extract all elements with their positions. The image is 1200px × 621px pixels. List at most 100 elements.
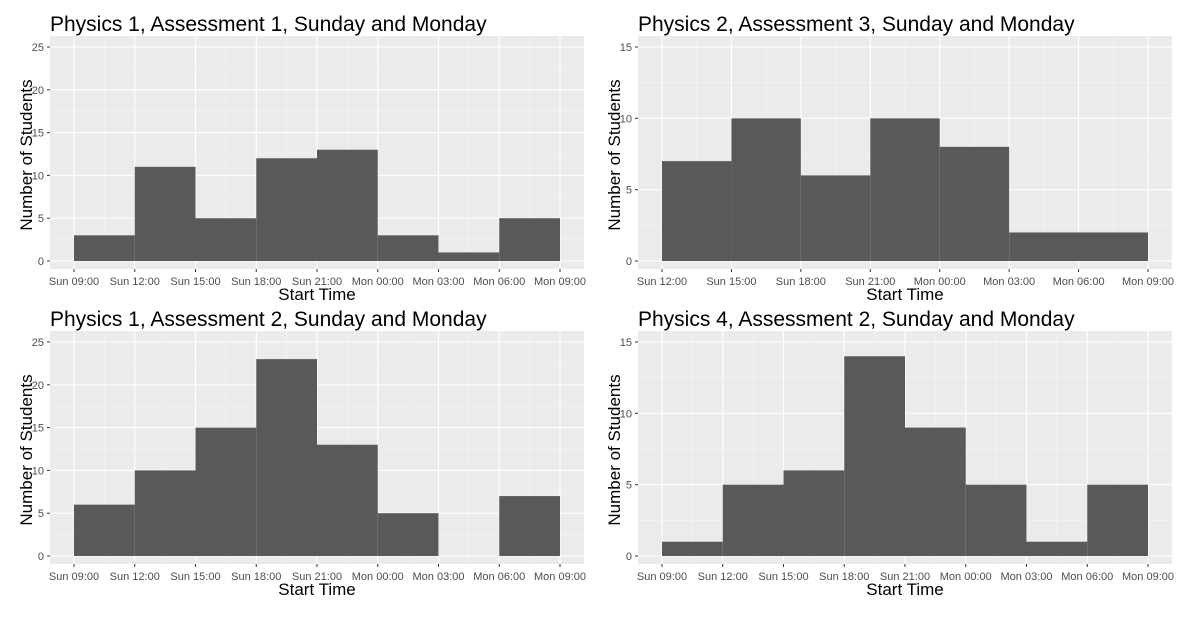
histogram-bar — [1009, 232, 1148, 261]
histogram-chart-2: 0 5 10 15 Sun 12:00 Sun 15:00 Sun 18:00 Sun 21:… — [605, 13, 1174, 304]
x-tick-label: Sun 12:00 — [637, 276, 687, 288]
histogram-bar — [965, 484, 1027, 556]
histogram-chart-1: 0 5 10 15 20 25 Sun 09:00 Sun 12:00 Sun 15:00 Sun… — [17, 13, 586, 304]
y-axis-title: Number of Students — [605, 374, 624, 525]
x-tick-label: Mon 06:00 — [473, 276, 525, 288]
x-tick-label: Sun 09:00 — [49, 276, 99, 288]
histogram-bar — [731, 118, 801, 261]
x-tick-label: Sun 21:00 — [880, 571, 930, 583]
histogram-bar — [134, 166, 196, 261]
y-tick-label: 10 — [32, 170, 44, 182]
histogram-bar — [195, 218, 257, 261]
histogram-bar — [905, 427, 966, 556]
histogram-bar — [317, 444, 378, 556]
x-tick-label: Sun 15:00 — [758, 571, 808, 583]
x-tick-label: Mon 09:00 — [534, 571, 586, 583]
histogram-chart-4: 0 5 10 15 Sun 09:00 Sun 12:00 Sun 15:00 Sun 18:… — [605, 308, 1174, 599]
y-tick-label: 5 — [626, 185, 632, 197]
histogram-bar — [870, 118, 940, 261]
histogram-bar — [722, 484, 784, 556]
x-tick-label: Sun 12:00 — [110, 276, 160, 288]
y-axis-title: Number of Students — [17, 374, 36, 525]
y-axis-title: Number of Students — [17, 79, 36, 230]
y-tick-label: 5 — [38, 213, 44, 225]
x-tick-label: Sun 21:00 — [292, 276, 342, 288]
histogram-bar — [499, 496, 560, 556]
histogram-bar — [800, 175, 871, 261]
y-tick-label: 20 — [32, 85, 44, 97]
histogram-bar — [844, 356, 905, 556]
x-tick-label: Sun 09:00 — [49, 571, 99, 583]
chart-title: Physics 4, Assessment 2, Sunday and Mond… — [638, 308, 1075, 331]
y-tick-label: 0 — [626, 256, 632, 268]
histogram-bar — [195, 427, 257, 556]
chart-title: Physics 2, Assessment 3, Sunday and Mond… — [638, 13, 1075, 36]
y-tick-label: 15 — [32, 423, 44, 435]
histogram-bar — [783, 470, 845, 556]
x-tick-label: Mon 09:00 — [1122, 276, 1174, 288]
plot-area: 0 5 10 15 20 25 Sun 09:00 Sun 12:00 Sun 15:00 Sun… — [32, 36, 586, 288]
y-tick-label: 15 — [620, 337, 632, 349]
y-tick-label: 20 — [32, 380, 44, 392]
x-tick-label: Sun 21:00 — [292, 571, 342, 583]
x-tick-label: Sun 21:00 — [845, 276, 895, 288]
x-axis-title: Start Time — [866, 580, 943, 599]
x-tick-label: Mon 03:00 — [1001, 571, 1053, 583]
histogram-bar — [662, 161, 732, 261]
histogram-bar — [377, 235, 439, 261]
histogram-bar — [74, 504, 135, 556]
x-tick-label: Sun 15:00 — [706, 276, 756, 288]
y-tick-label: 15 — [32, 128, 44, 140]
x-tick-label: Mon 00:00 — [352, 571, 404, 583]
histogram-bar — [256, 158, 317, 261]
histogram-bar — [1026, 541, 1088, 556]
chart-title: Physics 1, Assessment 2, Sunday and Mond… — [50, 308, 487, 331]
y-tick-label: 25 — [32, 42, 44, 54]
plot-area: 0 5 10 15 Sun 09:00 Sun 12:00 Sun 15:00 Sun 18:… — [620, 331, 1174, 583]
histogram-bar — [662, 541, 723, 556]
y-axis-title: Number of Students — [605, 79, 624, 230]
x-tick-label: Mon 06:00 — [1053, 276, 1105, 288]
x-tick-label: Sun 15:00 — [170, 276, 220, 288]
y-tick-label: 15 — [620, 42, 632, 54]
x-tick-label: Mon 06:00 — [473, 571, 525, 583]
y-tick-label: 10 — [620, 408, 632, 420]
chart-panel-3: 0 5 10 15 20 25 Sun 09:00 Sun 12:00 Sun 15:00 Sun… — [0, 295, 600, 605]
x-tick-label: Sun 18:00 — [776, 276, 826, 288]
x-tick-label: Sun 18:00 — [231, 276, 281, 288]
y-tick-label: 0 — [626, 551, 632, 563]
y-tick-label: 5 — [38, 508, 44, 520]
histogram-bar — [939, 146, 1010, 261]
x-tick-label: Mon 09:00 — [1122, 571, 1174, 583]
plot-area: 0 5 10 15 Sun 12:00 Sun 15:00 Sun 18:00 Sun 21:… — [620, 36, 1174, 288]
chart-panel-1: 0 5 10 15 20 25 Sun 09:00 Sun 12:00 Sun 15:00 Sun… — [0, 0, 600, 310]
histogram-bar — [317, 149, 378, 261]
histogram-bar — [256, 359, 317, 556]
histogram-bar — [134, 470, 196, 556]
y-tick-label: 25 — [32, 337, 44, 349]
histogram-bar — [74, 235, 135, 261]
x-tick-label: Sun 18:00 — [231, 571, 281, 583]
x-tick-label: Mon 09:00 — [534, 276, 586, 288]
x-tick-label: Mon 00:00 — [940, 571, 992, 583]
chart-panel-2: 0 5 10 15 Sun 12:00 Sun 15:00 Sun 18:00 Sun 21:… — [600, 0, 1200, 310]
y-tick-label: 10 — [620, 113, 632, 125]
histogram-chart-3: 0 5 10 15 20 25 Sun 09:00 Sun 12:00 Sun 15:00 Sun… — [17, 308, 586, 599]
x-tick-label: Mon 00:00 — [914, 276, 966, 288]
histogram-bar — [1087, 484, 1148, 556]
x-tick-label: Sun 15:00 — [170, 571, 220, 583]
y-tick-label: 0 — [38, 256, 44, 268]
x-tick-label: Mon 03:00 — [413, 276, 465, 288]
x-axis-title: Start Time — [278, 285, 355, 304]
x-tick-label: Sun 09:00 — [637, 571, 687, 583]
x-tick-label: Sun 12:00 — [698, 571, 748, 583]
x-axis-title: Start Time — [278, 580, 355, 599]
y-tick-label: 0 — [38, 551, 44, 563]
histogram-bar — [438, 252, 500, 261]
chart-title: Physics 1, Assessment 1, Sunday and Mond… — [50, 13, 487, 36]
chart-panel-4: 0 5 10 15 Sun 09:00 Sun 12:00 Sun 15:00 Sun 18:… — [600, 295, 1200, 605]
histogram-bar — [377, 513, 439, 556]
x-tick-label: Mon 03:00 — [983, 276, 1035, 288]
x-tick-label: Mon 03:00 — [413, 571, 465, 583]
plot-area: 0 5 10 15 20 25 Sun 09:00 Sun 12:00 Sun 15:00 Sun… — [32, 331, 586, 583]
